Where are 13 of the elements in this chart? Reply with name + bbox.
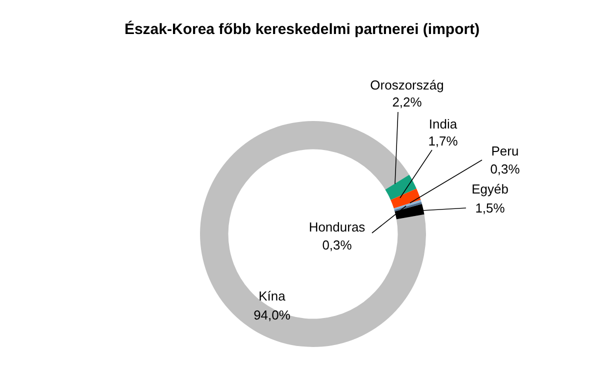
chart-title: Észak-Korea főbb kereskedelmi partnerei (import): [124, 20, 480, 38]
data-label: 94,0%: [254, 308, 291, 323]
data-label: 1,5%: [475, 200, 506, 216]
slice-label: Peru: [491, 144, 519, 159]
data-label: 0,3%: [490, 162, 520, 177]
slice-label: Oroszország: [370, 78, 444, 93]
data-label: 0,3%: [322, 238, 352, 253]
slice-label: Kína: [258, 288, 286, 304]
slice-label: India: [428, 116, 458, 132]
slice-label: Honduras: [308, 220, 366, 235]
data-label: 1,7%: [428, 134, 458, 149]
slice-label: Egyéb: [472, 182, 508, 197]
data-label: 2,2%: [392, 94, 422, 110]
